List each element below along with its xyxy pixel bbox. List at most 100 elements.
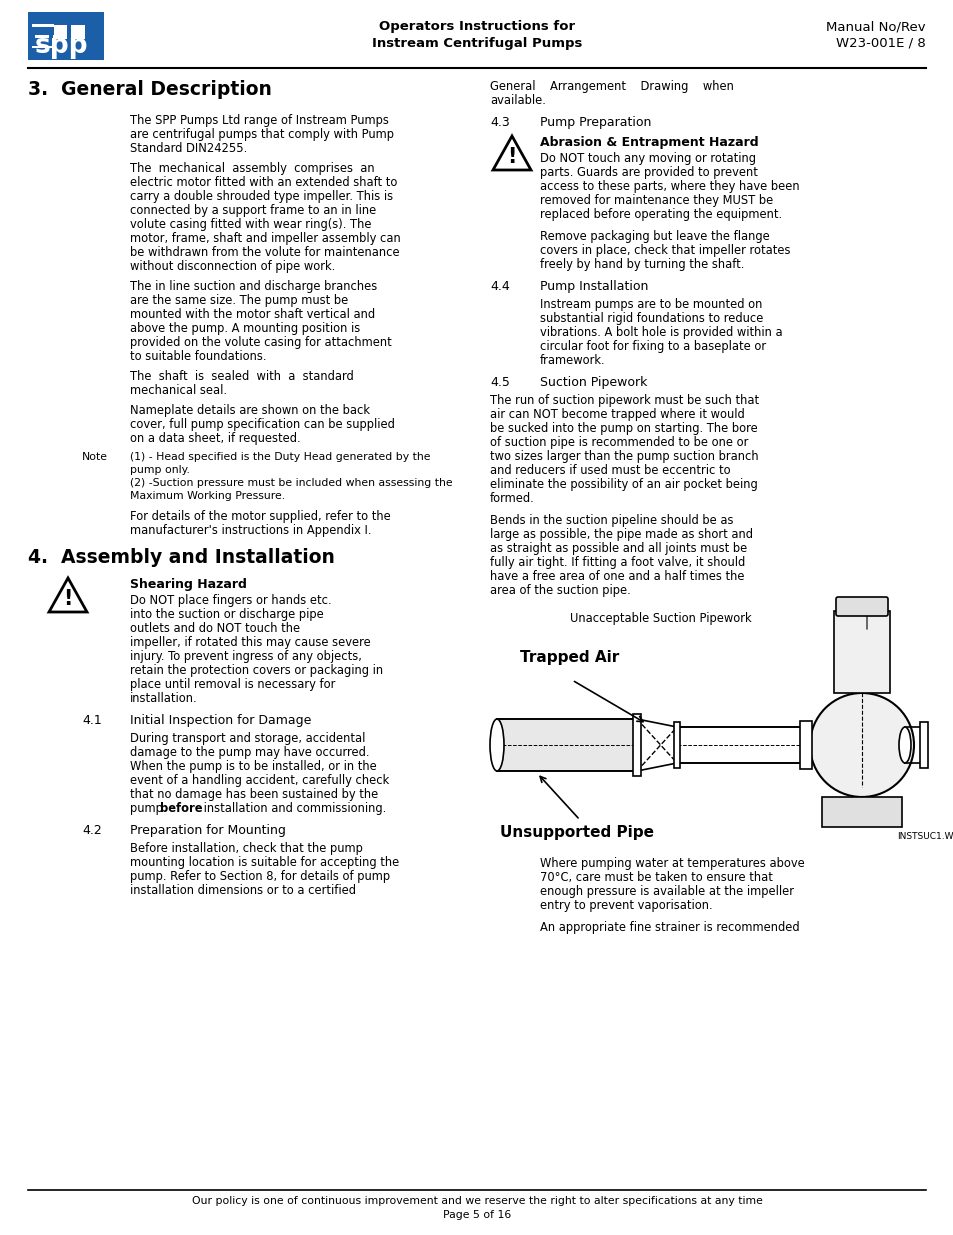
Text: carry a double shrouded type impeller. This is: carry a double shrouded type impeller. T… — [130, 190, 393, 203]
Text: Manual No/Rev: Manual No/Rev — [825, 20, 925, 33]
Text: The run of suction pipework must be such that: The run of suction pipework must be such… — [490, 394, 759, 408]
Text: mounting location is suitable for accepting the: mounting location is suitable for accept… — [130, 856, 399, 869]
Text: place until removal is necessary for: place until removal is necessary for — [130, 678, 335, 692]
Text: vibrations. A bolt hole is provided within a: vibrations. A bolt hole is provided with… — [539, 326, 781, 338]
Text: be withdrawn from the volute for maintenance: be withdrawn from the volute for mainten… — [130, 246, 399, 259]
Polygon shape — [637, 719, 677, 771]
Text: General    Arrangement    Drawing    when: General Arrangement Drawing when — [490, 80, 733, 93]
Text: !: ! — [63, 589, 72, 609]
Text: parts. Guards are provided to prevent: parts. Guards are provided to prevent — [539, 165, 757, 179]
Text: The in line suction and discharge branches: The in line suction and discharge branch… — [130, 280, 376, 293]
Bar — [833, 611, 889, 693]
Text: Abrasion & Entrapment Hazard: Abrasion & Entrapment Hazard — [539, 136, 758, 149]
Text: electric motor fitted with an extended shaft to: electric motor fitted with an extended s… — [130, 177, 397, 189]
Text: that no damage has been sustained by the: that no damage has been sustained by the — [130, 788, 377, 802]
Text: retain the protection covers or packaging in: retain the protection covers or packagin… — [130, 664, 383, 677]
Bar — [32, 16, 54, 23]
Text: Operators Instructions for: Operators Instructions for — [378, 20, 575, 33]
Text: freely by hand by turning the shaft.: freely by hand by turning the shaft. — [539, 258, 743, 270]
Text: !: ! — [507, 147, 517, 167]
Text: Pump Installation: Pump Installation — [539, 280, 648, 293]
Text: Unsupported Pipe: Unsupported Pipe — [499, 825, 654, 840]
Text: formed.: formed. — [490, 492, 535, 505]
Text: INSTSUC1.WMF: INSTSUC1.WMF — [896, 832, 953, 841]
Text: The  mechanical  assembly  comprises  an: The mechanical assembly comprises an — [130, 162, 375, 175]
Text: available.: available. — [490, 94, 545, 107]
Text: When the pump is to be installed, or in the: When the pump is to be installed, or in … — [130, 760, 376, 773]
Text: substantial rigid foundations to reduce: substantial rigid foundations to reduce — [539, 312, 762, 325]
Text: into the suction or discharge pipe: into the suction or discharge pipe — [130, 608, 323, 621]
Text: connected by a support frame to an in line: connected by a support frame to an in li… — [130, 204, 375, 217]
Ellipse shape — [490, 719, 503, 771]
Bar — [821, 797, 901, 827]
Text: without disconnection of pipe work.: without disconnection of pipe work. — [130, 261, 335, 273]
Text: Shearing Hazard: Shearing Hazard — [130, 578, 247, 592]
Text: installation.: installation. — [130, 692, 197, 705]
Text: Unacceptable Suction Pipework: Unacceptable Suction Pipework — [569, 613, 751, 625]
Text: mechanical seal.: mechanical seal. — [130, 384, 227, 396]
Bar — [32, 48, 54, 56]
Text: (1) - Head specified is the Duty Head generated by the: (1) - Head specified is the Duty Head ge… — [130, 452, 430, 462]
Text: volute casing fitted with wear ring(s). The: volute casing fitted with wear ring(s). … — [130, 219, 371, 231]
Text: Instream Centrifugal Pumps: Instream Centrifugal Pumps — [372, 37, 581, 49]
Text: above the pump. A mounting position is: above the pump. A mounting position is — [130, 322, 360, 335]
Bar — [800, 721, 811, 769]
Polygon shape — [49, 578, 87, 613]
Text: pump: pump — [130, 802, 167, 815]
Text: event of a handling accident, carefully check: event of a handling accident, carefully … — [130, 774, 389, 787]
Text: large as possible, the pipe made as short and: large as possible, the pipe made as shor… — [490, 529, 752, 541]
FancyBboxPatch shape — [835, 597, 887, 616]
Text: installation dimensions or to a certified: installation dimensions or to a certifie… — [130, 884, 355, 897]
Circle shape — [809, 693, 913, 797]
Bar — [497, 719, 637, 771]
Bar — [32, 38, 54, 46]
Text: 4.5: 4.5 — [490, 375, 509, 389]
Text: Trapped Air: Trapped Air — [519, 650, 618, 664]
Text: framework.: framework. — [539, 354, 605, 367]
Polygon shape — [493, 136, 531, 170]
Text: installation and commissioning.: installation and commissioning. — [200, 802, 386, 815]
Bar — [53, 25, 67, 40]
Text: entry to prevent vaporisation.: entry to prevent vaporisation. — [539, 899, 712, 911]
Text: replaced before operating the equipment.: replaced before operating the equipment. — [539, 207, 781, 221]
Text: Initial Inspection for Damage: Initial Inspection for Damage — [130, 714, 311, 727]
Text: Remove packaging but leave the flange: Remove packaging but leave the flange — [539, 230, 769, 243]
Text: Where pumping water at temperatures above: Where pumping water at temperatures abov… — [539, 857, 804, 869]
Text: outlets and do NOT touch the: outlets and do NOT touch the — [130, 622, 300, 635]
Text: on a data sheet, if requested.: on a data sheet, if requested. — [130, 432, 300, 445]
Text: motor, frame, shaft and impeller assembly can: motor, frame, shaft and impeller assembl… — [130, 232, 400, 245]
Text: Before installation, check that the pump: Before installation, check that the pump — [130, 842, 362, 855]
Text: (2) -Suction pressure must be included when assessing the: (2) -Suction pressure must be included w… — [130, 478, 452, 488]
Text: have a free area of one and a half times the: have a free area of one and a half times… — [490, 571, 743, 583]
Text: covers in place, check that impeller rotates: covers in place, check that impeller rot… — [539, 245, 790, 257]
Text: pump. Refer to Section 8, for details of pump: pump. Refer to Section 8, for details of… — [130, 869, 390, 883]
Text: removed for maintenance they MUST be: removed for maintenance they MUST be — [539, 194, 773, 207]
Text: Suction Pipework: Suction Pipework — [539, 375, 647, 389]
Text: During transport and storage, accidental: During transport and storage, accidental — [130, 732, 365, 745]
Text: area of the suction pipe.: area of the suction pipe. — [490, 584, 630, 597]
Text: to suitable foundations.: to suitable foundations. — [130, 350, 266, 363]
Text: For details of the motor supplied, refer to the: For details of the motor supplied, refer… — [130, 510, 391, 522]
Text: W23-001E / 8: W23-001E / 8 — [836, 37, 925, 49]
Text: Pump Preparation: Pump Preparation — [539, 116, 651, 128]
Text: access to these parts, where they have been: access to these parts, where they have b… — [539, 180, 799, 193]
Bar — [673, 722, 679, 768]
Text: air can NOT become trapped where it would: air can NOT become trapped where it woul… — [490, 408, 744, 421]
Text: 4.4: 4.4 — [490, 280, 509, 293]
Text: provided on the volute casing for attachment: provided on the volute casing for attach… — [130, 336, 392, 350]
Text: spp: spp — [35, 33, 89, 59]
Text: two sizes larger than the pump suction branch: two sizes larger than the pump suction b… — [490, 450, 758, 463]
Text: Page 5 of 16: Page 5 of 16 — [442, 1210, 511, 1220]
Text: injury. To prevent ingress of any objects,: injury. To prevent ingress of any object… — [130, 650, 361, 663]
Text: of suction pipe is recommended to be one or: of suction pipe is recommended to be one… — [490, 436, 747, 450]
Text: Maximum Working Pressure.: Maximum Working Pressure. — [130, 492, 285, 501]
Text: damage to the pump may have occurred.: damage to the pump may have occurred. — [130, 746, 369, 760]
Text: 3.  General Description: 3. General Description — [28, 80, 272, 99]
Bar — [71, 25, 85, 40]
Text: eliminate the possibility of an air pocket being: eliminate the possibility of an air pock… — [490, 478, 757, 492]
Text: pump only.: pump only. — [130, 466, 190, 475]
Text: before: before — [160, 802, 202, 815]
Bar — [32, 16, 54, 35]
Text: Do NOT touch any moving or rotating: Do NOT touch any moving or rotating — [539, 152, 755, 165]
Bar — [28, 12, 104, 61]
